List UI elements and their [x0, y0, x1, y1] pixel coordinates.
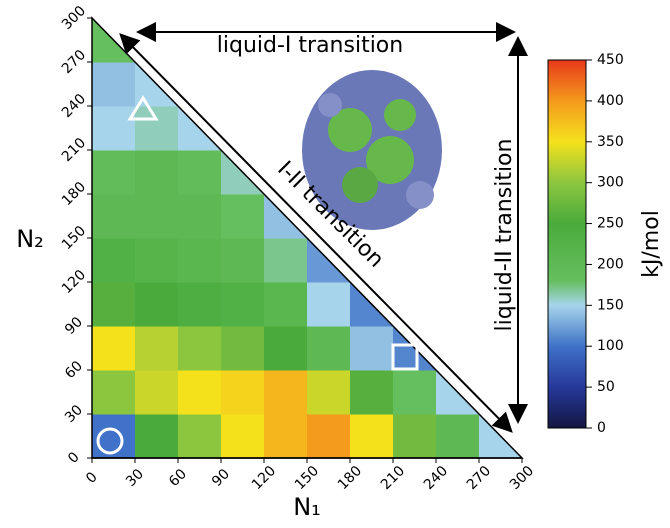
colorbar-tick-label: 100	[597, 338, 624, 354]
y-tick-label: 0	[65, 449, 83, 467]
heatmap-cell	[92, 370, 136, 415]
y-tick-label: 60	[62, 358, 86, 382]
heatmap-cell	[393, 414, 437, 458]
x-tick-label: 270	[464, 463, 494, 493]
heatmap-cell	[135, 370, 179, 415]
heatmap-cell	[264, 238, 308, 283]
heatmap-cell	[135, 326, 179, 371]
y-tick-label: 180	[59, 179, 89, 209]
heatmap-cell	[178, 150, 222, 195]
y-tick-label: 90	[62, 314, 86, 338]
y-tick-label: 150	[59, 223, 89, 253]
heatmap-cell	[221, 194, 265, 239]
colorbar-tick-label: 150	[597, 297, 624, 313]
heatmap-cell	[178, 282, 222, 327]
y-tick-label: 30	[62, 402, 86, 426]
heatmap-cell	[393, 370, 437, 415]
heatmap-cell	[178, 326, 222, 371]
x-axis-label: N₁	[293, 493, 321, 521]
heatmap-cell	[221, 326, 265, 371]
colorbar	[547, 59, 587, 429]
annotation: liquid-I transition	[217, 33, 403, 58]
y-tick-label: 270	[59, 47, 89, 77]
heatmap-cell	[221, 414, 265, 458]
heatmap-cell	[307, 414, 351, 458]
circle-marker	[96, 427, 124, 455]
x-tick-label: 210	[378, 463, 408, 493]
colorbar-tick-label: 200	[597, 256, 624, 272]
arrow	[119, 33, 513, 433]
colorbar-tick-label: 0	[597, 420, 606, 436]
heatmap-cell	[92, 238, 136, 283]
heatmap-cell	[92, 150, 136, 195]
x-tick-label: 150	[292, 463, 322, 493]
colorbar-tick-label: 50	[597, 379, 615, 395]
heatmap-cell	[350, 370, 394, 415]
x-tick-label: 0	[83, 469, 101, 487]
colorbar-tick-label: 250	[597, 216, 624, 232]
heatmap-cell	[92, 106, 136, 151]
heatmap-cell	[264, 326, 308, 371]
colorbar-label: kJ/mol	[639, 210, 664, 278]
heatmap-cell	[221, 370, 265, 415]
y-tick-label: 300	[59, 3, 89, 33]
heatmap-cell	[221, 282, 265, 327]
x-tick-label: 180	[335, 463, 365, 493]
heatmap-cell	[264, 370, 308, 415]
heatmap-cell	[178, 238, 222, 283]
heatmap-cell	[135, 238, 179, 283]
x-tick-label: 120	[249, 463, 279, 493]
heatmap-cell	[221, 238, 265, 283]
heatmap-cell	[135, 282, 179, 327]
heatmap-cell	[307, 370, 351, 415]
y-tick-label: 120	[59, 267, 89, 297]
heatmap-cell	[135, 106, 179, 151]
heatmap-cell	[135, 150, 179, 195]
heatmap-cell	[178, 194, 222, 239]
heatmap-cell	[92, 194, 136, 239]
heatmap-cell	[264, 282, 308, 327]
x-tick-label: 300	[507, 463, 537, 493]
heatmap-cell	[264, 414, 308, 458]
heatmap-cell	[92, 282, 136, 327]
heatmap-cell	[307, 282, 351, 327]
colorbar-tick-label: 400	[597, 93, 624, 109]
annotation: liquid-II transition	[492, 139, 517, 332]
heatmap-cell	[92, 326, 136, 371]
y-axis-label: N₂	[16, 225, 44, 253]
heatmap-cell	[178, 370, 222, 415]
heatmap-cell	[92, 62, 136, 107]
y-tick-label: 240	[59, 91, 89, 121]
heatmap-cell	[135, 414, 179, 458]
colorbar-tick-label: 300	[597, 175, 624, 191]
heatmap-cell	[436, 414, 480, 458]
heatmap-cell	[135, 194, 179, 239]
heatmap-cell	[350, 414, 394, 458]
colorbar-tick-label: 350	[597, 134, 624, 150]
x-tick-label: 90	[209, 466, 233, 490]
heatmap-cell	[307, 326, 351, 371]
x-tick-label: 60	[166, 466, 190, 490]
x-tick-label: 30	[123, 466, 147, 490]
heatmap-cell	[178, 414, 222, 458]
x-tick-label: 240	[421, 463, 451, 493]
heatmap-cell	[350, 326, 394, 371]
y-tick-label: 210	[59, 135, 89, 165]
colorbar-tick-label: 450	[597, 52, 624, 68]
